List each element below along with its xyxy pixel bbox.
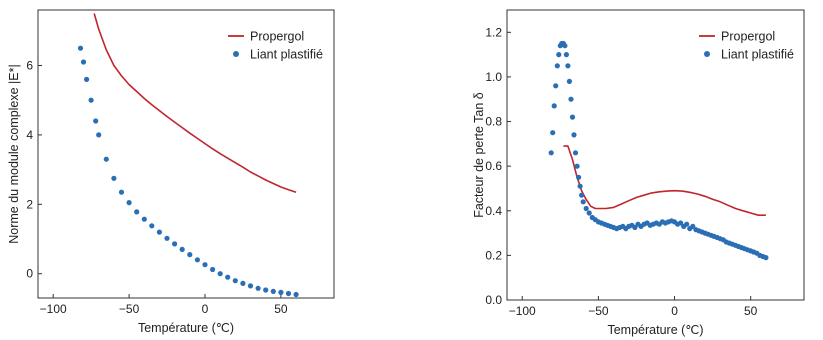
data-point (84, 76, 90, 82)
data-point (149, 223, 155, 229)
legend-label: Liant plastifié (250, 48, 323, 62)
data-point (194, 257, 200, 263)
data-point (285, 290, 292, 297)
data-point (566, 78, 573, 84)
data-point (278, 289, 284, 295)
data-point (111, 175, 117, 181)
y-tick-label: 0.8 (485, 115, 502, 129)
legend-label: Propergol (250, 30, 304, 44)
y-tick-label: 6 (26, 59, 33, 73)
y-tick-label: 0 (26, 267, 33, 281)
y-tick-label: 4 (26, 128, 33, 142)
data-point (572, 150, 579, 156)
data-point (574, 163, 580, 169)
series-line-propergol (93, 13, 297, 193)
y-axis-title: Norme du module complexe |E*| (7, 64, 21, 244)
data-point (134, 209, 140, 215)
data-point (263, 287, 269, 293)
x-tick-label: −50 (119, 302, 140, 316)
data-point (103, 156, 109, 162)
chart-right-loss-factor: −100 −50 0 50 0.0 0.2 0.4 0.6 0.8 1.0 1.2 Températu… (472, 9, 805, 337)
series-line-propergol (563, 145, 766, 216)
data-point (684, 221, 690, 227)
data-point (156, 229, 162, 235)
data-point (172, 241, 178, 247)
series-points-liant-plastifie (77, 45, 299, 298)
y-tick-label: 0.6 (485, 159, 502, 173)
legend: Propergol Liant plastifié (228, 30, 323, 62)
y-tick-label: 0.2 (485, 248, 502, 262)
legend: Propergol Liant plastifié (699, 30, 794, 62)
y-tick-label: 2 (26, 197, 33, 211)
data-point (96, 132, 102, 138)
data-point (118, 189, 125, 195)
data-point (577, 183, 583, 189)
data-point (583, 205, 589, 212)
data-point (563, 52, 570, 58)
y-tick-label: 0.0 (485, 293, 502, 307)
data-point (763, 255, 769, 261)
data-point (141, 216, 147, 222)
data-point (569, 114, 576, 120)
data-point (210, 266, 216, 273)
data-point (632, 224, 638, 231)
data-point (93, 118, 99, 124)
data-point (270, 288, 276, 294)
legend-swatch-point (704, 51, 710, 57)
x-tick-label: 50 (744, 304, 758, 318)
plot-frame (506, 9, 805, 301)
legend-label: Liant plastifié (721, 48, 794, 62)
data-point (202, 262, 208, 268)
x-tick-label: −50 (588, 304, 609, 318)
data-point (568, 96, 574, 102)
x-tick-label: −100 (40, 302, 67, 316)
data-point (187, 252, 193, 258)
data-point (548, 150, 554, 156)
x-axis-title: Température (℃) (138, 321, 234, 335)
data-point (217, 271, 223, 277)
plot-frame (37, 9, 335, 299)
data-point (550, 130, 556, 136)
y-tick-label: 1.0 (485, 70, 502, 84)
x-tick-label: 50 (274, 302, 288, 316)
data-point (179, 246, 185, 252)
data-point (586, 210, 592, 216)
data-point (232, 278, 238, 284)
data-point (571, 132, 577, 138)
legend-label: Propergol (721, 30, 775, 44)
data-point (88, 97, 94, 103)
data-point (551, 103, 557, 109)
y-axis-title: Facteur de perte Tan δ (472, 92, 486, 218)
data-point (247, 283, 254, 289)
data-point (690, 223, 696, 229)
x-tick-label: 0 (202, 302, 209, 316)
data-point (225, 274, 231, 280)
data-point (562, 43, 568, 49)
x-tick-label: −100 (509, 304, 536, 318)
legend-swatch-point (233, 51, 239, 57)
chart-left-modulus: −100 −50 0 50 0 2 4 6 Température (℃) Norme du mo… (7, 9, 335, 335)
data-point (678, 220, 684, 226)
data-point (80, 59, 87, 65)
data-point (576, 174, 582, 180)
data-point (255, 285, 261, 291)
data-point (556, 52, 562, 58)
data-point (565, 63, 571, 69)
data-point (126, 200, 132, 206)
data-point (553, 83, 559, 89)
x-axis-title: Température (℃) (607, 323, 703, 337)
y-tick-label: 0.4 (485, 204, 502, 218)
data-point (240, 280, 246, 286)
x-tick-label: 0 (671, 304, 678, 318)
series-points-liant-plastifie (548, 40, 769, 261)
data-point (580, 199, 586, 205)
data-point (554, 63, 560, 69)
data-point (293, 291, 299, 298)
y-tick-label: 1.2 (485, 25, 502, 39)
data-point (579, 192, 585, 198)
data-point (164, 235, 170, 241)
data-point (77, 45, 84, 51)
